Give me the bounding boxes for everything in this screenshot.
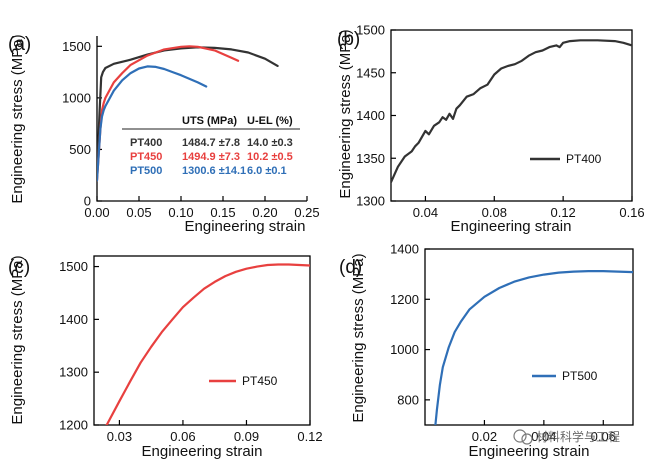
table-row-uts: 1494.9 ±7.3 [182,151,240,163]
y-tick-label: 1500 [62,39,91,54]
y-tick-label: 500 [69,142,91,157]
table-row-name: PT500 [130,165,162,177]
y-tick-label: 1400 [59,312,88,327]
x-tick-label: 0.04 [413,205,438,220]
wechat-icon-bubble [521,433,533,445]
y-axis-title: Engineering stress (MPa) [9,34,26,203]
y-tick-label: 1200 [59,418,88,433]
x-axis-title: Engineering strain [451,218,572,235]
y-tick-label: 1000 [390,342,419,357]
table-header-uel: U-EL (%) [247,115,293,127]
x-tick-label: 0.12 [297,429,322,444]
axes-frame [93,255,311,426]
table-row-uts: 1300.6 ±14.1 [182,165,246,177]
x-tick-label: 0.25 [294,205,319,220]
x-axis-title: Engineering strain [469,443,590,460]
axes-frame [424,248,634,426]
watermark-text: 材料科学与工程 [536,429,620,444]
table-row-uel: 14.0 ±0.3 [247,137,293,149]
panel-label: (d) [339,257,362,278]
series-line-pt500 [434,270,633,425]
y-tick-label: 1300 [356,194,385,209]
x-tick-label: 0.09 [234,429,259,444]
panel-label: (c) [8,257,30,278]
y-tick-label: 1200 [390,292,419,307]
x-tick-label: 0.03 [107,429,132,444]
legend-label: PT500 [562,369,598,383]
x-tick-label: 0.04 [531,429,556,444]
y-tick-label: 1300 [59,365,88,380]
y-tick-label: 800 [397,392,419,407]
x-axis-title: Engineering strain [142,443,263,460]
table-header-uts: UTS (MPa) [182,115,237,127]
series-line-pt450 [97,45,240,182]
panel-a: 0.00 0.05 0.10 0.15 0.20 0.25 0 500 1000 1500 Engi… [8,34,320,235]
x-tick-label: 0.12 [550,205,575,220]
table-row-uel: 6.0 ±0.1 [247,165,287,177]
panel-b: 0.04 0.08 0.12 0.1613001350140014501500Engi… [337,23,645,236]
y-tick-label: 1000 [62,90,91,105]
y-axis-title: Engineering stress (MPa) [350,253,367,422]
legend-label: PT450 [242,374,278,388]
y-axis-title: Engineering stress (MPa) [337,29,354,198]
y-tick-label: 1450 [356,65,385,80]
x-axis-title: Engineering strain [185,218,306,235]
x-tick-label: 0.06 [170,429,195,444]
panel-d: 0.02 0.04 0.06 800 1000 1200 1400 Engineering s… [339,242,634,460]
y-tick-label: 1400 [390,242,419,257]
y-tick-label: 1350 [356,151,385,166]
x-tick-label: 0.15 [210,205,235,220]
series-line-pt400 [391,39,632,184]
y-axis-title: Engineering stress (MPa) [9,255,26,424]
x-tick-label: 0.05 [126,205,151,220]
x-tick-label: 0.08 [482,205,507,220]
y-tick-label: 1500 [356,23,385,38]
x-tick-label: 0.16 [619,205,644,220]
y-tick-label: 0 [84,194,91,209]
x-tick-label: 0.02 [472,429,497,444]
axes-frame [390,29,633,202]
y-tick-label: 1400 [356,108,385,123]
wechat-icon [513,429,527,443]
table-row-name: PT400 [130,137,162,149]
watermark: 材料科学与工程 [513,429,620,445]
x-tick-label: 0.06 [591,429,616,444]
x-tick-label: 0.10 [168,205,193,220]
series-line-pt500 [97,65,208,182]
panel-label: (b) [337,29,360,50]
series-line-pt450 [105,263,310,425]
x-tick-label: 0.20 [252,205,277,220]
y-tick-label: 1500 [59,259,88,274]
panel-label: (a) [8,34,31,55]
legend-label: PT400 [566,152,602,166]
x-tick-label: 0.00 [84,205,109,220]
table-row-uts: 1484.7 ±7.8 [182,137,240,149]
table-row-uel: 10.2 ±0.5 [247,151,293,163]
table-row-name: PT450 [130,151,162,163]
panel-c: 0.03 0.06 0.09 0.12 1200 1300 1400 1500 Engineer… [8,255,323,460]
